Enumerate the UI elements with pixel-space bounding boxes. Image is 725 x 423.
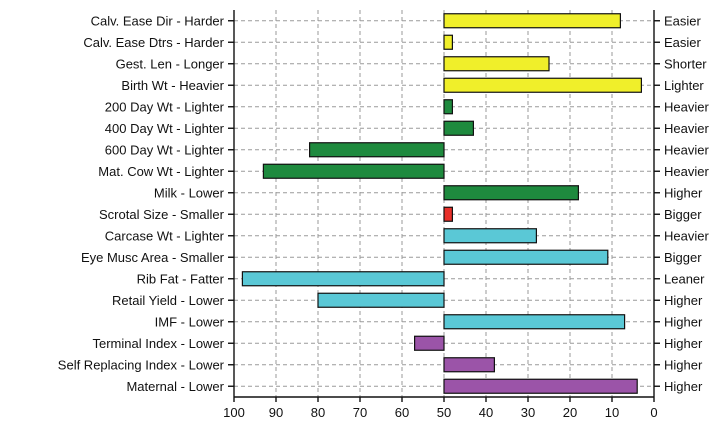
row-label: 200 Day Wt - Lighter [105, 99, 225, 114]
bar-3 [443, 56, 550, 72]
bar-15 [443, 314, 626, 330]
direction-label: Higher [664, 379, 703, 394]
row-labels: Calv. Ease Dir - Harder Calv. Ease Dtrs -… [58, 13, 225, 394]
axis-layer [228, 10, 660, 402]
row-label: Retail Yield - Lower [112, 293, 225, 308]
bar-layer [241, 13, 642, 394]
x-tick-label: 50 [437, 405, 451, 420]
direction-label: Higher [664, 314, 703, 329]
x-tick-label: 70 [353, 405, 367, 420]
x-tick-labels: 100 90 80 70 60 50 40 30 20 10 0 [223, 405, 657, 420]
x-tick-label: 90 [269, 405, 283, 420]
row-label: 400 Day Wt - Lighter [105, 121, 225, 136]
direction-label: Shorter [664, 56, 707, 71]
direction-label: Heavier [664, 164, 709, 179]
row-label: Mat. Cow Wt - Lighter [98, 164, 224, 179]
row-label: IMF - Lower [155, 314, 225, 329]
x-tick-label: 20 [563, 405, 577, 420]
row-label: 600 Day Wt - Lighter [105, 142, 225, 157]
direction-label: Heavier [664, 121, 709, 136]
direction-label: Heavier [664, 142, 709, 157]
bar-8 [262, 163, 445, 179]
x-tick-label: 80 [311, 405, 325, 420]
bar-13 [241, 271, 445, 287]
bar-12 [443, 249, 609, 265]
bar-11 [443, 228, 538, 244]
bar-18 [443, 378, 638, 394]
bar-16 [414, 335, 445, 351]
row-label: Gest. Len - Longer [116, 56, 225, 71]
bar-10 [443, 206, 453, 222]
direction-labels: Easier Easier Shorter Lighter Heavier Heavier… [664, 13, 709, 394]
row-label: Carcase Wt - Lighter [105, 228, 225, 243]
direction-label: Lighter [664, 78, 704, 93]
x-tick-label: 30 [521, 405, 535, 420]
x-tick-label: 60 [395, 405, 409, 420]
direction-label: Higher [664, 185, 703, 200]
direction-label: Bigger [664, 250, 702, 265]
row-label: Milk - Lower [154, 185, 225, 200]
bar-17 [443, 357, 496, 373]
bar-5 [443, 99, 453, 115]
row-label: Birth Wt - Heavier [121, 78, 224, 93]
direction-label: Heavier [664, 228, 709, 243]
row-label: Terminal Index - Lower [93, 336, 225, 351]
direction-label: Higher [664, 357, 703, 372]
row-label: Eye Musc Area - Smaller [81, 250, 225, 265]
direction-label: Higher [664, 336, 703, 351]
bar-14 [317, 292, 445, 308]
direction-label: Leaner [664, 271, 705, 286]
row-label: Maternal - Lower [126, 379, 224, 394]
x-tick-label: 100 [223, 405, 245, 420]
x-tick-label: 0 [650, 405, 657, 420]
row-label: Scrotal Size - Smaller [99, 207, 225, 222]
row-label: Self Replacing Index - Lower [58, 357, 225, 372]
bar-1 [443, 13, 621, 29]
row-label: Calv. Ease Dtrs - Harder [83, 35, 224, 50]
direction-label: Heavier [664, 99, 709, 114]
direction-label: Bigger [664, 207, 702, 222]
bar-7 [309, 142, 445, 158]
direction-label: Easier [664, 35, 702, 50]
row-label: Calv. Ease Dir - Harder [91, 13, 225, 28]
bar-4 [443, 77, 642, 93]
direction-label: Higher [664, 293, 703, 308]
bar-2 [443, 34, 453, 50]
direction-label: Easier [664, 13, 702, 28]
bar-9 [443, 185, 579, 201]
row-label: Rib Fat - Fatter [137, 271, 225, 286]
x-tick-label: 10 [605, 405, 619, 420]
bar-6 [443, 120, 474, 136]
x-tick-label: 40 [479, 405, 493, 420]
